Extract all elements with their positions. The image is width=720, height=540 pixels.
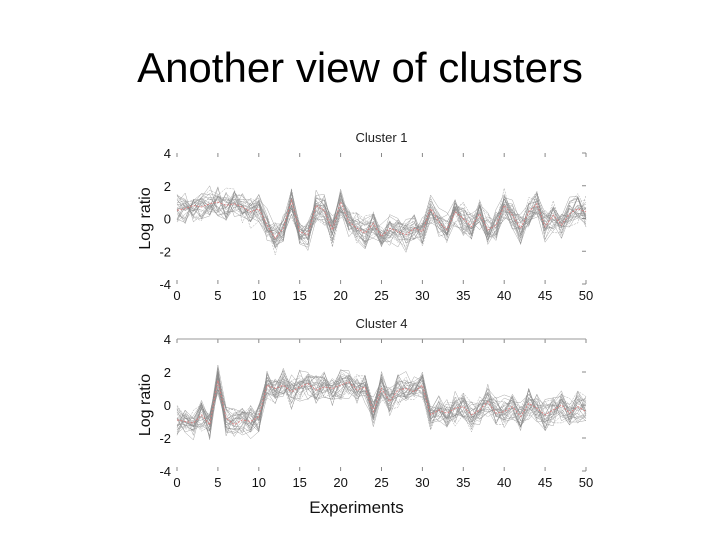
series-line xyxy=(176,371,587,437)
series-line xyxy=(176,188,587,248)
series-line xyxy=(176,193,587,248)
x-tick-label: 35 xyxy=(456,288,470,303)
x-tick-label: 50 xyxy=(579,288,593,303)
x-tick-label: 30 xyxy=(415,288,429,303)
x-tick-label: 40 xyxy=(497,475,511,490)
y-tick-label: 0 xyxy=(164,212,171,227)
y-tick-label: -2 xyxy=(159,244,171,259)
y-tick-label: 2 xyxy=(164,365,171,380)
series-line xyxy=(176,191,587,256)
chart-title: Cluster 1 xyxy=(355,130,407,145)
x-tick-label: 45 xyxy=(538,288,552,303)
x-tick-label: 5 xyxy=(214,288,221,303)
x-tick-label: 20 xyxy=(333,475,347,490)
x-tick-label: 0 xyxy=(173,288,180,303)
x-tick-label: 15 xyxy=(292,475,306,490)
series-line xyxy=(176,372,587,436)
x-tick-label: 40 xyxy=(497,288,511,303)
x-tick-label: 35 xyxy=(456,475,470,490)
series-line xyxy=(176,196,587,245)
x-tick-label: 30 xyxy=(415,475,429,490)
slide-title: Another view of clusters xyxy=(137,44,583,91)
x-tick-label: 5 xyxy=(214,475,221,490)
y-tick-label: 4 xyxy=(164,332,171,347)
series-line xyxy=(176,372,587,433)
x-tick-label: 25 xyxy=(374,288,388,303)
x-tick-label: 10 xyxy=(252,475,266,490)
x-tick-label: 25 xyxy=(374,475,388,490)
x-tick-label: 15 xyxy=(292,288,306,303)
y-axis-label: Log ratio xyxy=(137,374,154,436)
series-line xyxy=(176,369,587,437)
y-tick-label: 4 xyxy=(164,146,171,161)
series-line xyxy=(176,195,587,243)
x-axis-label: Experiments xyxy=(309,498,403,517)
y-tick-label: -2 xyxy=(159,431,171,446)
x-tick-label: 10 xyxy=(252,288,266,303)
y-axis-label: Log ratio xyxy=(137,187,154,249)
y-tick-label: -4 xyxy=(159,277,171,292)
series-line xyxy=(176,378,587,434)
y-tick-label: 2 xyxy=(164,179,171,194)
x-tick-label: 0 xyxy=(173,475,180,490)
series-line xyxy=(176,189,587,244)
mean-series-line xyxy=(176,198,587,240)
x-tick-label: 50 xyxy=(579,475,593,490)
series-line xyxy=(176,196,587,244)
chart-title: Cluster 4 xyxy=(355,316,407,331)
series-line xyxy=(176,189,587,245)
mean-series-line xyxy=(176,380,587,426)
y-tick-label: -4 xyxy=(159,464,171,479)
series-line xyxy=(176,371,587,428)
series-line xyxy=(176,364,587,432)
x-tick-label: 45 xyxy=(538,475,552,490)
series-line xyxy=(176,186,587,245)
x-tick-label: 20 xyxy=(333,288,347,303)
y-tick-label: 0 xyxy=(164,398,171,413)
series-line xyxy=(176,377,587,428)
series-line xyxy=(176,374,587,440)
